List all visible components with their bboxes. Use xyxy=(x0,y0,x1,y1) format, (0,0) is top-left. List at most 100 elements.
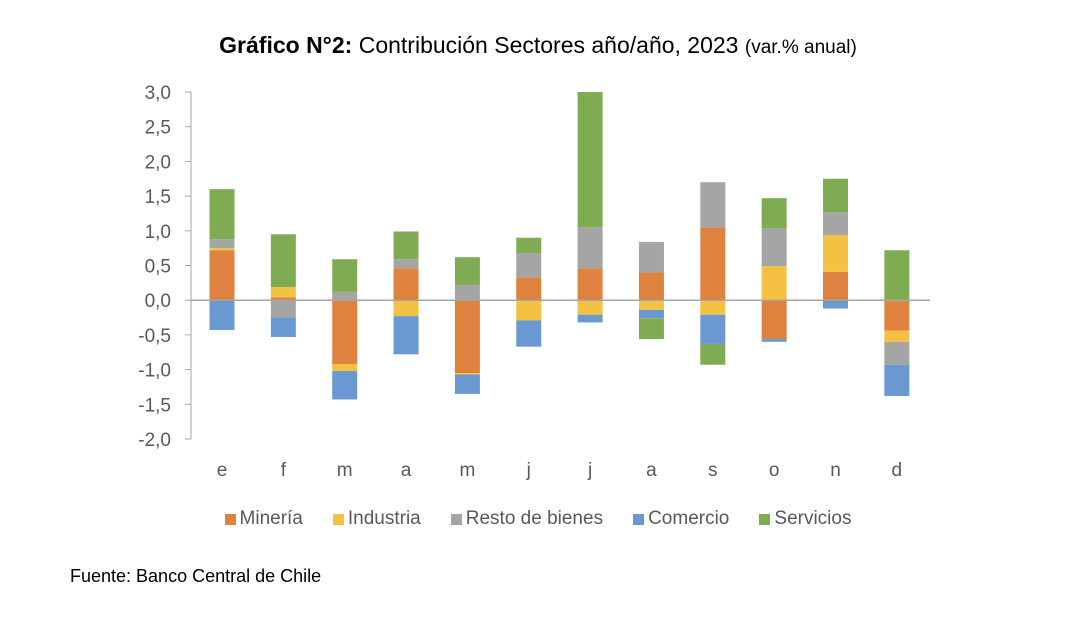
bar-segment-miner-a xyxy=(393,268,419,301)
bar-segment-comercio xyxy=(270,317,296,337)
bar-segment-comercio xyxy=(516,320,542,347)
y-tick-label: 0,5 xyxy=(145,257,171,278)
y-tick-label: 1,0 xyxy=(145,222,171,243)
bar-segment-resto-de-bienes xyxy=(577,227,603,269)
bar-segment-miner-a xyxy=(884,300,910,331)
bar-segment-resto-de-bienes xyxy=(209,239,235,249)
bar-segment-industria xyxy=(454,373,480,375)
legend-swatch xyxy=(759,513,771,525)
bar-segment-resto-de-bienes xyxy=(454,284,480,301)
bar-segment-resto-de-bienes xyxy=(270,300,296,318)
y-tick-label: 0,0 xyxy=(145,291,171,312)
x-tick-label: f xyxy=(281,460,287,481)
legend-label: Minería xyxy=(239,508,303,529)
bar-segment-industria xyxy=(884,330,910,342)
y-tick-label: 3,0 xyxy=(145,83,171,104)
bar-segment-resto-de-bienes xyxy=(884,341,910,365)
chart-title: Gráfico N°2: Contribución Sectores año/a… xyxy=(0,32,1076,59)
bar-segment-comercio xyxy=(577,314,603,323)
legend-label: Comercio xyxy=(648,508,730,529)
bar-segment-miner-a xyxy=(454,300,480,374)
bar-segment-miner-a xyxy=(209,250,235,301)
bar-segment-industria xyxy=(761,266,787,301)
legend-item: Industria xyxy=(332,508,421,530)
bar-segment-comercio xyxy=(209,300,235,331)
y-tick-label: -1,5 xyxy=(138,395,171,416)
bar-segment-servicios xyxy=(270,234,296,288)
bar-segment-resto-de-bienes xyxy=(700,182,726,228)
y-tick-label: -1,0 xyxy=(138,361,171,382)
bar-segment-comercio xyxy=(700,314,726,344)
y-tick-label: -0,5 xyxy=(138,326,171,347)
bar-segment-miner-a xyxy=(332,300,358,365)
x-tick-label: n xyxy=(830,460,841,481)
bar-segment-servicios xyxy=(454,257,480,285)
legend-swatch xyxy=(224,513,236,525)
bar-segment-servicios xyxy=(577,92,603,228)
legend-label: Servicios xyxy=(774,508,852,529)
bar-segment-industria xyxy=(332,364,358,371)
bar-segment-industria xyxy=(516,300,542,321)
bar-segment-resto-de-bienes xyxy=(516,253,542,278)
legend-item: Servicios xyxy=(759,508,851,530)
bar-segment-resto-de-bienes xyxy=(761,228,787,267)
x-tick-label: m xyxy=(337,460,353,481)
chart-title-main: Contribución Sectores año/año, 2023 xyxy=(352,32,745,58)
bar-segment-industria xyxy=(638,300,664,310)
x-tick-label: e xyxy=(217,460,228,481)
bar-segment-comercio xyxy=(454,374,480,394)
bar-segment-industria xyxy=(270,287,296,298)
legend-swatch xyxy=(332,513,344,525)
x-tick-label: d xyxy=(892,460,903,481)
x-tick-label: s xyxy=(708,460,718,481)
bar-segment-resto-de-bienes xyxy=(332,291,358,301)
y-axis: 3,0 2,5 2,0 1,5 1,0 0,5 0,0 -0,5 -1,0 -1,5 -2,0 xyxy=(138,83,192,451)
bars xyxy=(209,92,910,400)
bar-segment-servicios xyxy=(332,259,358,292)
legend-label: Industria xyxy=(347,508,421,529)
y-tick-label: -2,0 xyxy=(138,430,171,451)
legend: Minería Industria Resto de bienes Comercio S… xyxy=(0,508,1076,530)
y-tick-label: 2,5 xyxy=(145,118,171,139)
legend-swatch xyxy=(450,513,462,525)
bar-segment-servicios xyxy=(884,250,910,301)
x-tick-label: o xyxy=(769,460,780,481)
chart-title-number: Gráfico N°2: xyxy=(219,32,353,58)
bar-segment-miner-a xyxy=(761,300,787,340)
x-tick-label: m xyxy=(459,460,475,481)
bar-segment-industria xyxy=(393,300,419,317)
bar-segment-servicios xyxy=(516,237,542,254)
bar-segment-industria xyxy=(209,248,235,251)
x-tick-label: j xyxy=(526,460,531,481)
bar-segment-servicios xyxy=(638,318,664,340)
bar-segment-miner-a xyxy=(516,277,542,301)
y-tick-label: 2,0 xyxy=(145,152,171,173)
bar-segment-resto-de-bienes xyxy=(393,259,419,269)
bar-segment-comercio xyxy=(393,316,419,355)
x-tick-label: a xyxy=(401,460,412,481)
bar-segment-miner-a xyxy=(638,272,664,301)
bar-segment-resto-de-bienes xyxy=(638,241,664,273)
bar-segment-comercio xyxy=(638,309,664,319)
bar-segment-servicios xyxy=(209,189,235,240)
bar-segment-resto-de-bienes xyxy=(823,212,848,235)
legend-item: Resto de bienes xyxy=(450,508,603,530)
x-tick-label: j xyxy=(587,460,592,481)
y-tick-label: 1,5 xyxy=(145,187,171,208)
legend-item: Comercio xyxy=(633,508,729,530)
bar-segment-servicios xyxy=(761,198,787,229)
bar-segment-miner-a xyxy=(577,268,603,301)
legend-item: Minería xyxy=(224,508,303,530)
bar-segment-comercio xyxy=(761,339,787,342)
source-note: Fuente: Banco Central de Chile xyxy=(70,566,322,586)
bar-segment-industria xyxy=(577,300,603,315)
x-tick-label: a xyxy=(646,460,657,481)
bar-segment-industria xyxy=(700,300,726,315)
bar-segment-servicios xyxy=(823,178,848,213)
bar-segment-industria xyxy=(823,234,848,272)
bar-segment-miner-a xyxy=(270,297,296,301)
bar-segment-comercio xyxy=(884,364,910,396)
chart-title-units: (var.% anual) xyxy=(744,37,857,58)
